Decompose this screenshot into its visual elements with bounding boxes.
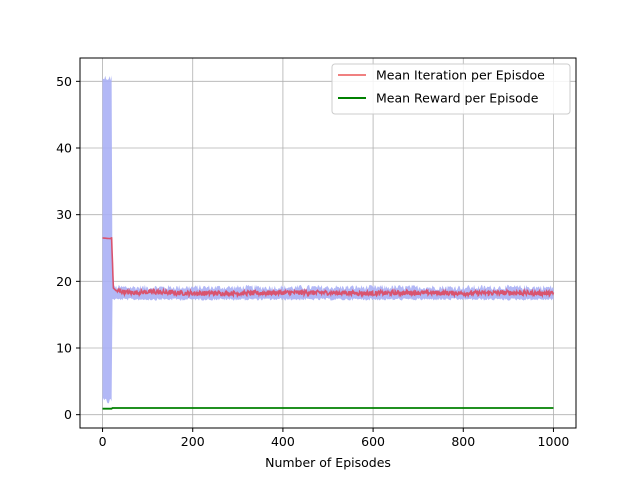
- series-line-0: [102, 237, 555, 299]
- x-tick-label: 0: [99, 434, 107, 449]
- x-axis-title: Number of Episodes: [265, 455, 391, 470]
- legend-box: [331, 63, 571, 115]
- x-tick-label: 1000: [538, 434, 570, 449]
- y-tick-label: 10: [56, 341, 72, 356]
- y-tick-label: 20: [56, 274, 72, 289]
- y-axis-ticks: 0 10 20 30 40 50: [56, 74, 80, 422]
- series-line-1: [102, 407, 554, 410]
- series-lines: [102, 237, 555, 410]
- grid-lines: [80, 58, 576, 428]
- y-tick-label: 50: [56, 74, 72, 89]
- y-tick-label: 40: [56, 141, 72, 156]
- x-tick-label: 200: [181, 434, 205, 449]
- legend-label-reward: Mean Reward per Episode: [376, 91, 539, 106]
- plot-frame: [79, 57, 577, 429]
- y-tick-label: 30: [56, 207, 72, 222]
- x-axis-ticks: 0 200 400 600 800 1000: [99, 428, 570, 449]
- plot-background: [80, 58, 576, 428]
- y-tick-label: 0: [64, 407, 72, 422]
- x-tick-label: 800: [451, 434, 475, 449]
- legend: Mean Iteration per Episdoe Mean Reward p…: [331, 63, 571, 115]
- x-tick-label: 400: [271, 434, 295, 449]
- legend-label-iteration: Mean Iteration per Episdoe: [376, 68, 545, 83]
- x-tick-label: 600: [361, 434, 385, 449]
